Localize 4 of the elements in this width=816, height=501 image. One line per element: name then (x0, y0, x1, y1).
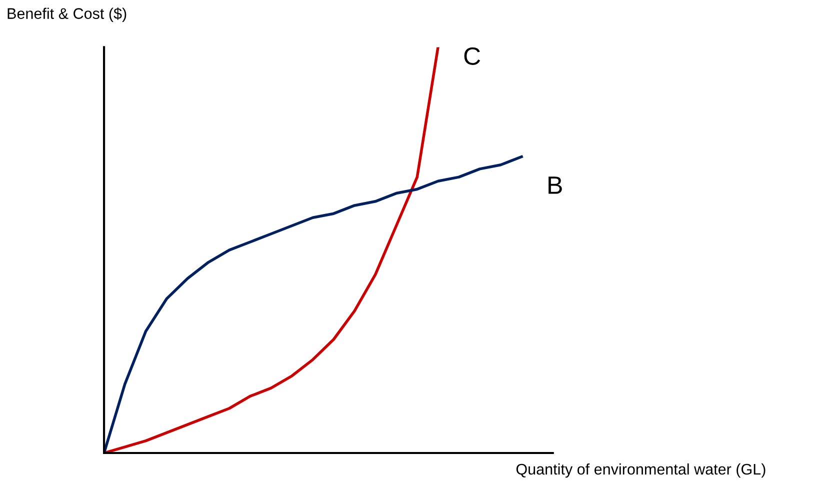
x-axis-title: Quantity of environmental water (GL) (516, 463, 766, 478)
series-label: B (548, 176, 562, 194)
y-axis-title: Benefit & Cost ($) (8, 8, 126, 22)
series-label: C (464, 47, 480, 66)
